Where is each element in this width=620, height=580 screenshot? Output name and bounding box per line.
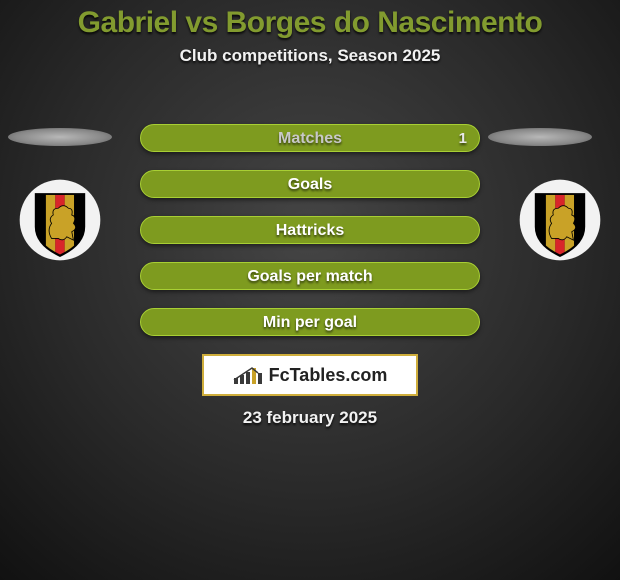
stat-label: Min per goal (141, 309, 479, 337)
stat-row: Matches1 (140, 124, 480, 152)
stat-row: Goals (140, 170, 480, 198)
bar-chart-icon (233, 364, 263, 386)
club-crest-left (18, 178, 102, 262)
brand-text: FcTables.com (269, 365, 388, 386)
stat-value-right: 1 (459, 125, 467, 153)
stat-row: Goals per match (140, 262, 480, 290)
page-title: Gabriel vs Borges do Nascimento (0, 0, 620, 40)
shadow-ellipse-right (488, 128, 592, 146)
stat-label: Goals per match (141, 263, 479, 291)
comparison-infographic: Gabriel vs Borges do Nascimento Club com… (0, 0, 620, 580)
brand-badge: FcTables.com (202, 354, 418, 396)
stat-label: Matches (141, 125, 479, 153)
stat-rows: Matches1 Goals Hattricks Goals per match Min… (140, 124, 480, 354)
date-label: 23 february 2025 (0, 408, 620, 428)
stat-row: Min per goal (140, 308, 480, 336)
subtitle: Club competitions, Season 2025 (0, 46, 620, 66)
stat-row: Hattricks (140, 216, 480, 244)
club-crest-right (518, 178, 602, 262)
stat-label: Hattricks (141, 217, 479, 245)
shadow-ellipse-left (8, 128, 112, 146)
stat-label: Goals (141, 171, 479, 199)
